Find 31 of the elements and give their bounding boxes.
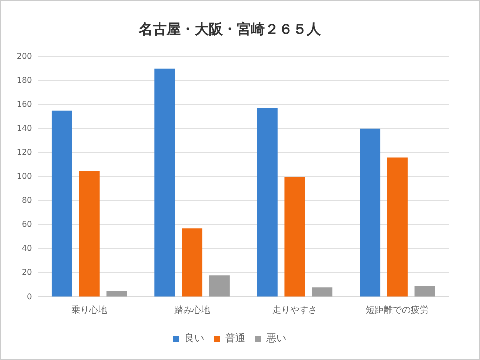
legend-label: 普通	[226, 332, 246, 345]
chart-title: 名古屋・大阪・宮崎２６５人	[138, 21, 322, 38]
x-tick-label: 乗り心地	[72, 304, 108, 316]
y-tick-label: 100	[16, 172, 32, 182]
bar	[387, 158, 408, 297]
x-tick-label: 走りやすさ	[272, 304, 318, 316]
y-tick-label: 20	[22, 268, 32, 278]
bar	[312, 288, 333, 297]
bar	[182, 228, 203, 297]
y-tick-label: 80	[22, 196, 32, 206]
y-tick-label: 60	[22, 220, 32, 230]
y-tick-label: 120	[16, 148, 32, 158]
y-tick-label: 180	[16, 76, 32, 85]
bar	[414, 286, 436, 297]
legend-label: 良い	[184, 332, 204, 345]
x-tick-label: 短距離での疲労	[366, 304, 430, 316]
x-tick-label: 踏み心地	[174, 304, 210, 316]
bar	[257, 108, 278, 297]
bar	[106, 291, 128, 297]
bar	[52, 110, 72, 297]
legend-label: 悪い	[266, 334, 286, 345]
y-tick-label: 200	[16, 52, 32, 61]
y-tick-label: 0	[27, 292, 32, 302]
bar	[79, 170, 100, 297]
y-tick-label: 40	[22, 244, 32, 254]
bar	[360, 128, 381, 297]
y-tick-label: 140	[16, 124, 32, 133]
y-tick-label: 160	[16, 100, 32, 109]
bar	[209, 276, 230, 297]
bar	[284, 177, 306, 297]
bar	[154, 68, 176, 297]
